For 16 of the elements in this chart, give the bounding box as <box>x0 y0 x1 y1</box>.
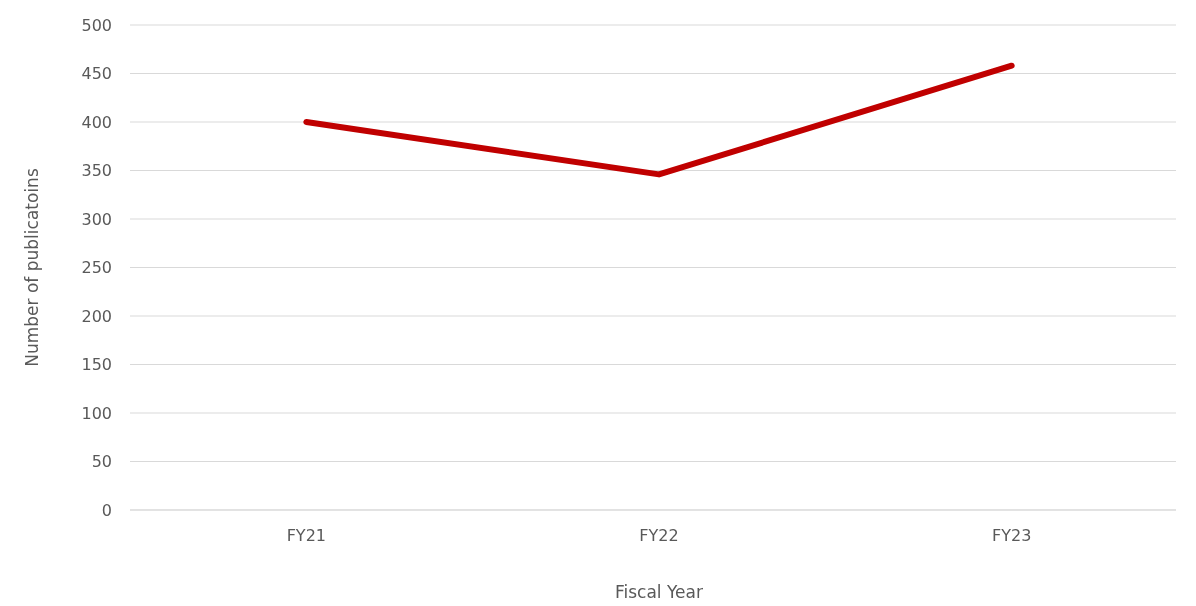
y-tick-label: 150 <box>81 355 112 375</box>
y-tick-label: 200 <box>81 306 112 326</box>
x-tick-label: FY23 <box>991 526 1032 546</box>
x-tick-label: FY22 <box>639 526 679 546</box>
y-tick-label: 250 <box>81 258 112 278</box>
y-tick-label: 350 <box>81 161 112 181</box>
y-tick-label: 400 <box>81 112 112 132</box>
y-tick-label: 50 <box>91 452 112 472</box>
y-tick-label: 0 <box>101 500 112 520</box>
x-axis-title: Fiscal Year <box>614 582 704 602</box>
y-tick-label: 500 <box>81 15 112 35</box>
y-tick-label: 100 <box>81 403 112 423</box>
y-tick-label: 300 <box>81 209 112 229</box>
y-axis-title: Number of publicatoins <box>22 168 42 367</box>
y-tick-label: 450 <box>81 64 112 84</box>
x-tick-label: FY21 <box>286 526 327 546</box>
